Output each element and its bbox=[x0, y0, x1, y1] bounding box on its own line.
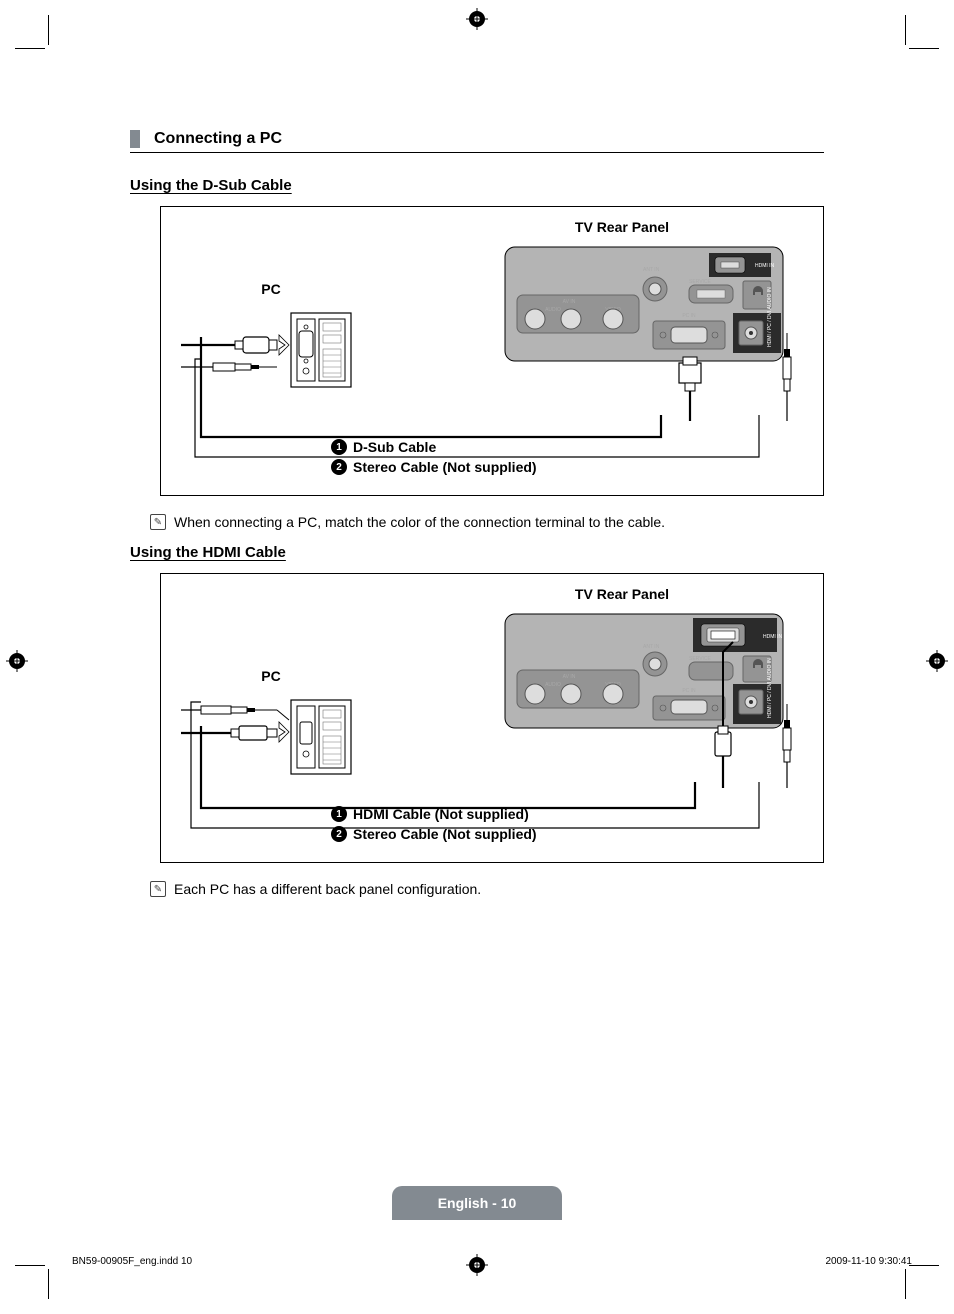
registration-mark-icon bbox=[926, 650, 948, 672]
svg-text:HDMI / PC / DVI AUDIO IN: HDMI / PC / DVI AUDIO IN bbox=[767, 658, 773, 718]
svg-text:ANT IN: ANT IN bbox=[643, 644, 660, 650]
legend-stereo-text-2: Stereo Cable (Not supplied) bbox=[353, 826, 537, 842]
legend-hdmi-text: HDMI Cable (Not supplied) bbox=[353, 806, 529, 822]
svg-text:HDMI IN: HDMI IN bbox=[763, 634, 783, 640]
diagram-dsub: TV Rear Panel PC bbox=[160, 206, 824, 496]
section-header: Connecting a PC bbox=[130, 130, 824, 153]
svg-text:SERVICE: SERVICE bbox=[689, 279, 712, 285]
registration-mark-icon bbox=[6, 650, 28, 672]
svg-text:AV IN: AV IN bbox=[563, 299, 576, 305]
svg-text:HDMI / PC / DVI AUDIO IN: HDMI / PC / DVI AUDIO IN bbox=[767, 287, 773, 347]
legend-stereo-text: Stereo Cable (Not supplied) bbox=[353, 459, 537, 475]
subheading-dsub: Using the D-Sub Cable bbox=[130, 177, 824, 194]
legend-stereo-cable: 2 Stereo Cable (Not supplied) bbox=[331, 459, 803, 475]
legend-stereo-cable-2: 2 Stereo Cable (Not supplied) bbox=[331, 826, 803, 842]
section-accent-bar bbox=[130, 130, 140, 148]
tv-rear-panel-label-2: TV Rear Panel bbox=[441, 586, 803, 602]
legend-num-2-icon: 2 bbox=[331, 459, 347, 475]
pc-back-diagram bbox=[181, 305, 361, 395]
svg-text:PC IN: PC IN bbox=[682, 313, 696, 319]
svg-text:AUDIO: AUDIO bbox=[545, 307, 561, 313]
section-title: Connecting a PC bbox=[154, 130, 282, 148]
page-footer-badge: English - 10 bbox=[392, 1186, 562, 1220]
registration-mark-icon bbox=[466, 8, 488, 30]
registration-mark-icon bbox=[466, 1254, 488, 1276]
tv-rear-panel-diagram-dsub: HDMI IN SERVICE ANT IN AV IN AUDIO VIDEO bbox=[503, 241, 803, 421]
legend-hdmi-cable: 1 HDMI Cable (Not supplied) bbox=[331, 806, 803, 822]
legend-num-1-icon: 1 bbox=[331, 439, 347, 455]
footer-doc-id: BN59-00905F_eng.indd 10 bbox=[72, 1256, 192, 1267]
svg-text:AV IN: AV IN bbox=[563, 674, 576, 680]
tv-rear-panel-diagram-hdmi: HDMI IN SERVICE ANT IN AV IN AUDIO bbox=[503, 608, 803, 788]
pc-back-diagram-2 bbox=[181, 692, 361, 782]
pc-label-2: PC bbox=[181, 668, 361, 684]
legend-num-2-icon: 2 bbox=[331, 826, 347, 842]
note-icon: ✎ bbox=[150, 514, 166, 530]
svg-text:ANT IN: ANT IN bbox=[643, 267, 660, 273]
note-hdmi-text: Each PC has a different back panel confi… bbox=[174, 881, 481, 897]
legend-num-1-icon: 1 bbox=[331, 806, 347, 822]
svg-text:HDMI IN: HDMI IN bbox=[755, 263, 775, 269]
note-dsub: ✎ When connecting a PC, match the color … bbox=[150, 514, 824, 530]
note-hdmi: ✎ Each PC has a different back panel con… bbox=[150, 881, 824, 897]
pc-label: PC bbox=[181, 281, 361, 297]
subheading-hdmi: Using the HDMI Cable bbox=[130, 544, 824, 561]
tv-rear-panel-label: TV Rear Panel bbox=[441, 219, 803, 235]
footer-timestamp: 2009-11-10 9:30:41 bbox=[825, 1256, 912, 1267]
note-dsub-text: When connecting a PC, match the color of… bbox=[174, 514, 665, 530]
note-icon: ✎ bbox=[150, 881, 166, 897]
svg-text:SERVICE: SERVICE bbox=[689, 656, 712, 662]
legend-dsub-cable: 1 D-Sub Cable bbox=[331, 439, 803, 455]
footer-lang-text: English - 10 bbox=[438, 1195, 517, 1211]
diagram-hdmi: TV Rear Panel PC bbox=[160, 573, 824, 863]
legend-dsub-text: D-Sub Cable bbox=[353, 439, 436, 455]
svg-text:AUDIO: AUDIO bbox=[545, 682, 561, 688]
svg-text:PC IN: PC IN bbox=[682, 688, 696, 694]
